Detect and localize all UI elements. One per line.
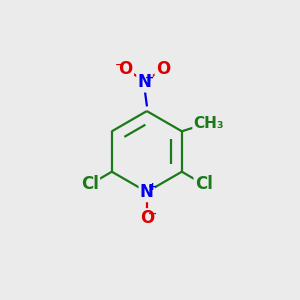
Text: Cl: Cl [81,176,99,194]
Text: N: N [140,183,154,201]
Text: O: O [118,61,133,79]
Text: +: + [148,182,157,192]
Text: +: + [145,73,154,82]
Text: CH₃: CH₃ [193,116,224,131]
Text: N: N [138,73,152,91]
Text: Cl: Cl [195,176,213,194]
Text: O: O [156,61,170,79]
Text: O: O [140,209,154,227]
Text: −: − [115,60,124,70]
Text: −: − [147,209,157,219]
